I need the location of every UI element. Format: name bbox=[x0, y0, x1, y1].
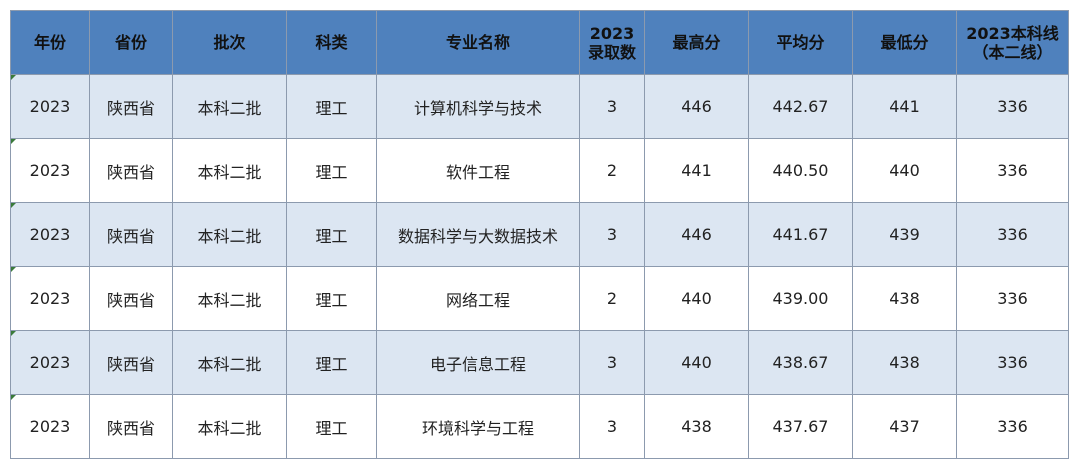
cell-min: 440 bbox=[852, 138, 957, 203]
cell-avg: 438.67 bbox=[748, 330, 853, 395]
cell-avg: 437.67 bbox=[748, 394, 853, 459]
cell-category: 理工 bbox=[286, 74, 377, 139]
table-row: 2023 陕西省 本科二批 理工 网络工程 2 440 439.00 438 336 bbox=[10, 266, 1069, 331]
cell-major: 电子信息工程 bbox=[376, 330, 580, 395]
header-batch: 批次 bbox=[172, 10, 287, 75]
header-major: 专业名称 bbox=[376, 10, 580, 75]
header-label-line1: 2023 bbox=[589, 23, 635, 43]
cell-year: 2023 bbox=[10, 138, 90, 203]
cell-major: 软件工程 bbox=[376, 138, 580, 203]
cell-max: 440 bbox=[644, 266, 749, 331]
table-row: 2023 陕西省 本科二批 理工 数据科学与大数据技术 3 446 441.67 439 336 bbox=[10, 202, 1069, 267]
cell-year: 2023 bbox=[10, 202, 90, 267]
table-body: 2023 陕西省 本科二批 理工 计算机科学与技术 3 446 442.67 441 336 202… bbox=[10, 74, 1069, 459]
header-avg-score: 平均分 bbox=[748, 10, 853, 75]
admission-score-table-container: 年份 省份 批次 科类 专业名称 2023 录取数 最高分 平均分 最低分 202… bbox=[10, 10, 1069, 459]
cell-max: 446 bbox=[644, 202, 749, 267]
cell-category: 理工 bbox=[286, 330, 377, 395]
header-label-line2: 录取数 bbox=[587, 42, 636, 62]
cell-line: 336 bbox=[956, 138, 1069, 203]
cell-line: 336 bbox=[956, 330, 1069, 395]
cell-max: 441 bbox=[644, 138, 749, 203]
cell-category: 理工 bbox=[286, 202, 377, 267]
cell-avg: 439.00 bbox=[748, 266, 853, 331]
admission-score-table: 年份 省份 批次 科类 专业名称 2023 录取数 最高分 平均分 最低分 202… bbox=[10, 10, 1069, 459]
cell-major: 计算机科学与技术 bbox=[376, 74, 580, 139]
cell-province: 陕西省 bbox=[89, 394, 173, 459]
cell-line: 336 bbox=[956, 394, 1069, 459]
table-row: 2023 陕西省 本科二批 理工 环境科学与工程 3 438 437.67 437 336 bbox=[10, 394, 1069, 459]
cell-line: 336 bbox=[956, 202, 1069, 267]
cell-category: 理工 bbox=[286, 394, 377, 459]
header-cutoff-line: 2023本科线 （本二线） bbox=[956, 10, 1069, 75]
header-label-line1: 2023本科线 bbox=[966, 23, 1059, 43]
cell-min: 441 bbox=[852, 74, 957, 139]
header-province: 省份 bbox=[89, 10, 173, 75]
cell-year: 2023 bbox=[10, 394, 90, 459]
cell-min: 438 bbox=[852, 266, 957, 331]
header-label: 最高分 bbox=[672, 33, 721, 52]
cell-admitted: 3 bbox=[579, 330, 645, 395]
cell-category: 理工 bbox=[286, 138, 377, 203]
cell-province: 陕西省 bbox=[89, 266, 173, 331]
cell-admitted: 3 bbox=[579, 202, 645, 267]
cell-avg: 442.67 bbox=[748, 74, 853, 139]
header-category: 科类 bbox=[286, 10, 377, 75]
cell-min: 438 bbox=[852, 330, 957, 395]
table-row: 2023 陕西省 本科二批 理工 计算机科学与技术 3 446 442.67 441 336 bbox=[10, 74, 1069, 139]
cell-year: 2023 bbox=[10, 266, 90, 331]
header-label: 最低分 bbox=[880, 33, 929, 52]
header-label: 省份 bbox=[114, 33, 147, 52]
header-label: 专业名称 bbox=[445, 33, 510, 52]
table-row: 2023 陕西省 本科二批 理工 电子信息工程 3 440 438.67 438 336 bbox=[10, 330, 1069, 395]
cell-category: 理工 bbox=[286, 266, 377, 331]
cell-min: 437 bbox=[852, 394, 957, 459]
cell-batch: 本科二批 bbox=[172, 394, 287, 459]
header-label: 年份 bbox=[33, 33, 66, 52]
cell-admitted: 2 bbox=[579, 266, 645, 331]
cell-avg: 440.50 bbox=[748, 138, 853, 203]
cell-major: 网络工程 bbox=[376, 266, 580, 331]
cell-min: 439 bbox=[852, 202, 957, 267]
table-row: 2023 陕西省 本科二批 理工 软件工程 2 441 440.50 440 336 bbox=[10, 138, 1069, 203]
header-admitted: 2023 录取数 bbox=[579, 10, 645, 75]
cell-batch: 本科二批 bbox=[172, 202, 287, 267]
cell-max: 446 bbox=[644, 74, 749, 139]
cell-batch: 本科二批 bbox=[172, 138, 287, 203]
cell-batch: 本科二批 bbox=[172, 266, 287, 331]
header-label: 科类 bbox=[315, 33, 348, 52]
cell-batch: 本科二批 bbox=[172, 74, 287, 139]
header-label: 平均分 bbox=[776, 33, 825, 52]
cell-batch: 本科二批 bbox=[172, 330, 287, 395]
cell-max: 440 bbox=[644, 330, 749, 395]
cell-avg: 441.67 bbox=[748, 202, 853, 267]
cell-year: 2023 bbox=[10, 330, 90, 395]
cell-line: 336 bbox=[956, 266, 1069, 331]
header-year: 年份 bbox=[10, 10, 90, 75]
cell-max: 438 bbox=[644, 394, 749, 459]
table-header-row: 年份 省份 批次 科类 专业名称 2023 录取数 最高分 平均分 最低分 202… bbox=[10, 10, 1069, 75]
cell-province: 陕西省 bbox=[89, 202, 173, 267]
cell-major: 数据科学与大数据技术 bbox=[376, 202, 580, 267]
cell-province: 陕西省 bbox=[89, 138, 173, 203]
cell-province: 陕西省 bbox=[89, 74, 173, 139]
cell-major: 环境科学与工程 bbox=[376, 394, 580, 459]
cell-line: 336 bbox=[956, 74, 1069, 139]
cell-admitted: 3 bbox=[579, 394, 645, 459]
cell-province: 陕西省 bbox=[89, 330, 173, 395]
header-min-score: 最低分 bbox=[852, 10, 957, 75]
cell-admitted: 3 bbox=[579, 74, 645, 139]
cell-year: 2023 bbox=[10, 74, 90, 139]
header-max-score: 最高分 bbox=[644, 10, 749, 75]
cell-admitted: 2 bbox=[579, 138, 645, 203]
header-label-line2: （本二线） bbox=[972, 42, 1053, 62]
header-label: 批次 bbox=[213, 33, 246, 52]
